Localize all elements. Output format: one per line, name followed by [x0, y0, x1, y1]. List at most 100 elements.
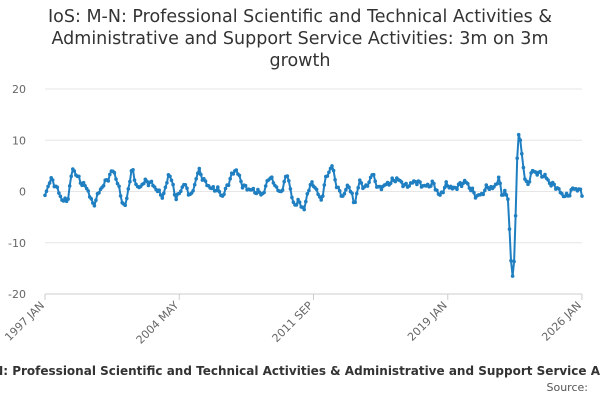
data-point — [270, 175, 274, 179]
data-point — [415, 182, 419, 187]
data-point — [239, 179, 243, 184]
data-point — [378, 184, 382, 189]
data-point — [214, 188, 219, 193]
data-point — [66, 197, 70, 201]
data-point — [254, 191, 259, 196]
data-point — [171, 182, 175, 187]
data-point — [580, 194, 584, 198]
data-point — [81, 180, 86, 185]
data-point — [196, 171, 200, 175]
data-point — [509, 258, 513, 263]
data-point — [50, 178, 55, 182]
data-point — [160, 196, 165, 200]
data-point — [379, 187, 384, 192]
data-point — [302, 207, 307, 212]
data-point — [91, 201, 95, 205]
data-point — [367, 180, 371, 184]
data-point — [211, 185, 215, 189]
data-point — [483, 188, 487, 193]
data-point — [294, 203, 299, 207]
chart-title-line-2: Administrative and Support Service Activ… — [51, 29, 549, 49]
data-point — [359, 181, 364, 185]
data-point — [128, 179, 132, 184]
data-point — [97, 191, 101, 195]
data-point — [549, 184, 553, 188]
data-point — [126, 187, 131, 191]
data-point — [484, 183, 489, 187]
x-tick-label: 2011 SEP — [270, 299, 316, 345]
data-point — [524, 179, 529, 183]
data-point — [356, 185, 361, 190]
data-point — [80, 183, 84, 188]
data-point — [538, 169, 543, 174]
data-point — [504, 193, 509, 197]
data-point — [441, 190, 445, 195]
data-point — [149, 179, 154, 184]
data-point — [162, 191, 166, 196]
data-point — [61, 199, 66, 203]
x-tick-label: 1997 JAN — [2, 299, 47, 344]
data-point — [240, 186, 245, 190]
data-point — [373, 179, 378, 183]
data-point — [466, 181, 470, 186]
data-point — [342, 191, 347, 196]
data-point — [114, 177, 118, 181]
data-point — [547, 181, 552, 185]
data-point — [429, 184, 433, 188]
data-point — [560, 191, 564, 196]
data-point — [262, 190, 266, 195]
data-point — [112, 170, 117, 175]
data-point — [223, 186, 228, 191]
x-tick-label: 2004 MAY — [134, 299, 182, 347]
data-point — [330, 164, 334, 168]
data-point — [234, 168, 239, 172]
data-point — [158, 193, 163, 197]
data-point — [72, 169, 77, 173]
data-point — [257, 190, 262, 194]
data-point — [163, 185, 168, 190]
data-point — [316, 192, 320, 197]
data-point — [168, 174, 172, 179]
data-point — [510, 274, 515, 278]
data-point — [106, 179, 111, 183]
data-point — [237, 173, 242, 178]
data-point — [47, 181, 52, 185]
source-label: Source: — [546, 381, 589, 394]
data-point — [43, 193, 47, 198]
y-tick-label: 20 — [12, 83, 26, 96]
data-point — [57, 191, 61, 195]
data-point — [458, 181, 462, 185]
data-point — [435, 188, 439, 193]
data-point — [108, 172, 112, 177]
data-point — [388, 181, 393, 186]
data-point — [496, 175, 501, 180]
data-point — [333, 178, 337, 182]
data-point — [470, 186, 475, 191]
data-point — [498, 181, 503, 186]
data-point — [337, 189, 342, 193]
data-point — [503, 188, 507, 193]
data-point — [46, 184, 50, 189]
data-point — [501, 193, 506, 197]
data-point — [432, 181, 436, 186]
data-point — [192, 182, 197, 187]
data-point — [263, 184, 268, 188]
data-point — [461, 181, 466, 186]
data-point — [319, 198, 324, 202]
data-point — [506, 197, 510, 201]
data-point — [117, 184, 121, 189]
data-point — [115, 181, 120, 186]
data-point — [365, 184, 370, 188]
data-point — [296, 197, 300, 202]
data-point — [459, 184, 464, 188]
data-point — [131, 168, 135, 172]
data-point — [165, 181, 169, 185]
data-point — [256, 187, 260, 192]
x-tick-label: 2019 JAN — [405, 299, 450, 344]
data-point — [83, 184, 87, 188]
data-point — [282, 179, 287, 184]
data-point — [404, 181, 408, 186]
data-point — [69, 174, 73, 179]
data-point — [203, 179, 208, 183]
